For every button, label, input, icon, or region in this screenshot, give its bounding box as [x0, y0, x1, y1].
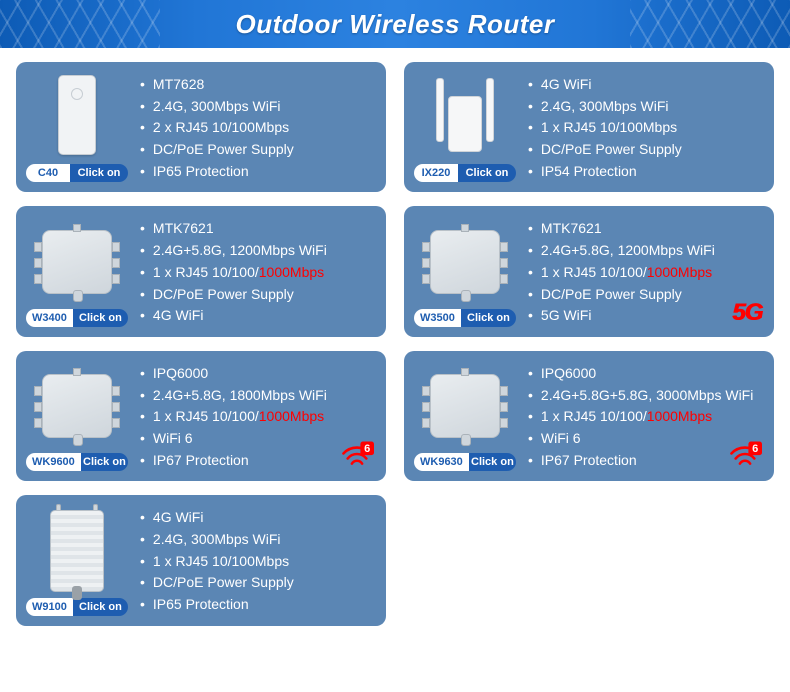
device-icon [34, 224, 120, 296]
spec-item: 2.4G, 300Mbps WiFi [140, 96, 294, 118]
spec-item: 2 x RJ45 10/100Mbps [140, 117, 294, 139]
spec-item: DC/PoE Power Supply [528, 284, 715, 306]
spec-item: IPQ6000 [528, 363, 753, 385]
spec-item: 2.4G, 300Mbps WiFi [140, 529, 294, 551]
product-thumb: WK9600 Click on [26, 361, 128, 471]
spec-item: WiFi 6 [528, 428, 753, 450]
page-header: Outdoor Wireless Router [0, 0, 790, 48]
spec-item: 1 x RJ45 10/100/1000Mbps [140, 262, 327, 284]
spec-item: IP54 Protection [528, 161, 682, 183]
product-card[interactable]: WK9630 Click on IPQ60002.4G+5.8G+5.8G, 3… [404, 351, 774, 481]
product-thumb: W9100 Click on [26, 505, 128, 615]
spec-item: 2.4G+5.8G, 1200Mbps WiFi [528, 240, 715, 262]
spec-highlight: 1000Mbps [259, 408, 324, 424]
model-code: WK9630 [414, 453, 469, 471]
model-pill[interactable]: C40 Click on [26, 164, 128, 182]
svg-text:6: 6 [752, 443, 758, 455]
device-icon [436, 78, 494, 152]
spec-item: DC/PoE Power Supply [140, 572, 294, 594]
spec-item: MTK7621 [528, 218, 715, 240]
spec-highlight: 1000Mbps [259, 264, 324, 280]
model-code: W9100 [26, 598, 73, 616]
click-on-label: Click on [70, 164, 128, 182]
spec-item: 4G WiFi [528, 74, 682, 96]
click-on-label: Click on [73, 309, 128, 327]
spec-item: 1 x RJ45 10/100Mbps [528, 117, 682, 139]
spec-item: 4G WiFi [140, 305, 327, 327]
click-on-label: Click on [461, 309, 516, 327]
spec-item: IP65 Protection [140, 594, 294, 616]
model-pill[interactable]: WK9600 Click on [26, 453, 128, 471]
spec-list: IPQ60002.4G+5.8G, 1800Mbps WiFi1 x RJ45 … [140, 361, 327, 471]
spec-item: 1 x RJ45 10/100/1000Mbps [528, 406, 753, 428]
model-pill[interactable]: WK9630 Click on [414, 453, 516, 471]
click-on-label: Click on [458, 164, 516, 182]
spec-item: 2.4G+5.8G+5.8G, 3000Mbps WiFi [528, 385, 753, 407]
product-card[interactable]: IX220 Click on 4G WiFi2.4G, 300Mbps WiFi… [404, 62, 774, 192]
badge-wifi6-icon: 6 [728, 441, 762, 471]
model-pill[interactable]: W9100 Click on [26, 598, 128, 616]
spec-item: MT7628 [140, 74, 294, 96]
product-thumb: WK9630 Click on [414, 361, 516, 471]
spec-list: MT76282.4G, 300Mbps WiFi2 x RJ45 10/100M… [140, 72, 294, 182]
spec-item: 5G WiFi [528, 305, 715, 327]
product-thumb: C40 Click on [26, 72, 128, 182]
spec-item: DC/PoE Power Supply [140, 284, 327, 306]
device-icon [44, 506, 110, 592]
model-code: WK9600 [26, 453, 81, 471]
spec-highlight: 1000Mbps [647, 408, 712, 424]
spec-list: 4G WiFi2.4G, 300Mbps WiFi1 x RJ45 10/100… [140, 505, 294, 615]
device-icon [422, 368, 508, 440]
click-on-label: Click on [469, 453, 516, 471]
click-on-label: Click on [73, 598, 128, 616]
spec-item: MTK7621 [140, 218, 327, 240]
model-code: W3400 [26, 309, 73, 327]
spec-item: 2.4G+5.8G, 1800Mbps WiFi [140, 385, 327, 407]
spec-item: 4G WiFi [140, 507, 294, 529]
product-grid: C40 Click on MT76282.4G, 300Mbps WiFi2 x… [0, 48, 790, 636]
spec-item: IP65 Protection [140, 161, 294, 183]
product-card[interactable]: W3500 Click on MTK76212.4G+5.8G, 1200Mbp… [404, 206, 774, 336]
device-icon [422, 224, 508, 296]
product-card[interactable]: W3400 Click on MTK76212.4G+5.8G, 1200Mbp… [16, 206, 386, 336]
spec-item: DC/PoE Power Supply [140, 139, 294, 161]
spec-list: IPQ60002.4G+5.8G+5.8G, 3000Mbps WiFi1 x … [528, 361, 753, 471]
model-code: IX220 [414, 164, 458, 182]
badge-5g-icon: 5G [732, 299, 762, 327]
product-card[interactable]: C40 Click on MT76282.4G, 300Mbps WiFi2 x… [16, 62, 386, 192]
product-thumb: W3400 Click on [26, 216, 128, 326]
spec-item: 1 x RJ45 10/100Mbps [140, 551, 294, 573]
page-title: Outdoor Wireless Router [236, 9, 555, 40]
product-thumb: W3500 Click on [414, 216, 516, 326]
spec-item: WiFi 6 [140, 428, 327, 450]
model-pill[interactable]: W3400 Click on [26, 309, 128, 327]
click-on-label: Click on [81, 453, 128, 471]
svg-text:6: 6 [364, 443, 370, 455]
model-pill[interactable]: IX220 Click on [414, 164, 516, 182]
model-pill[interactable]: W3500 Click on [414, 309, 516, 327]
product-thumb: IX220 Click on [414, 72, 516, 182]
badge-wifi6-icon: 6 [340, 441, 374, 471]
spec-item: DC/PoE Power Supply [528, 139, 682, 161]
device-icon [58, 75, 96, 155]
spec-item: IPQ6000 [140, 363, 327, 385]
spec-list: 4G WiFi2.4G, 300Mbps WiFi1 x RJ45 10/100… [528, 72, 682, 182]
spec-item: 2.4G, 300Mbps WiFi [528, 96, 682, 118]
device-icon [34, 368, 120, 440]
spec-item: IP67 Protection [528, 450, 753, 472]
product-card[interactable]: WK9600 Click on IPQ60002.4G+5.8G, 1800Mb… [16, 351, 386, 481]
spec-list: MTK76212.4G+5.8G, 1200Mbps WiFi1 x RJ45 … [140, 216, 327, 326]
spec-item: 2.4G+5.8G, 1200Mbps WiFi [140, 240, 327, 262]
model-code: W3500 [414, 309, 461, 327]
model-code: C40 [26, 164, 70, 182]
spec-item: 1 x RJ45 10/100/1000Mbps [140, 406, 327, 428]
spec-item: IP67 Protection [140, 450, 327, 472]
product-card[interactable]: W9100 Click on 4G WiFi2.4G, 300Mbps WiFi… [16, 495, 386, 625]
spec-highlight: 1000Mbps [647, 264, 712, 280]
spec-list: MTK76212.4G+5.8G, 1200Mbps WiFi1 x RJ45 … [528, 216, 715, 326]
spec-item: 1 x RJ45 10/100/1000Mbps [528, 262, 715, 284]
